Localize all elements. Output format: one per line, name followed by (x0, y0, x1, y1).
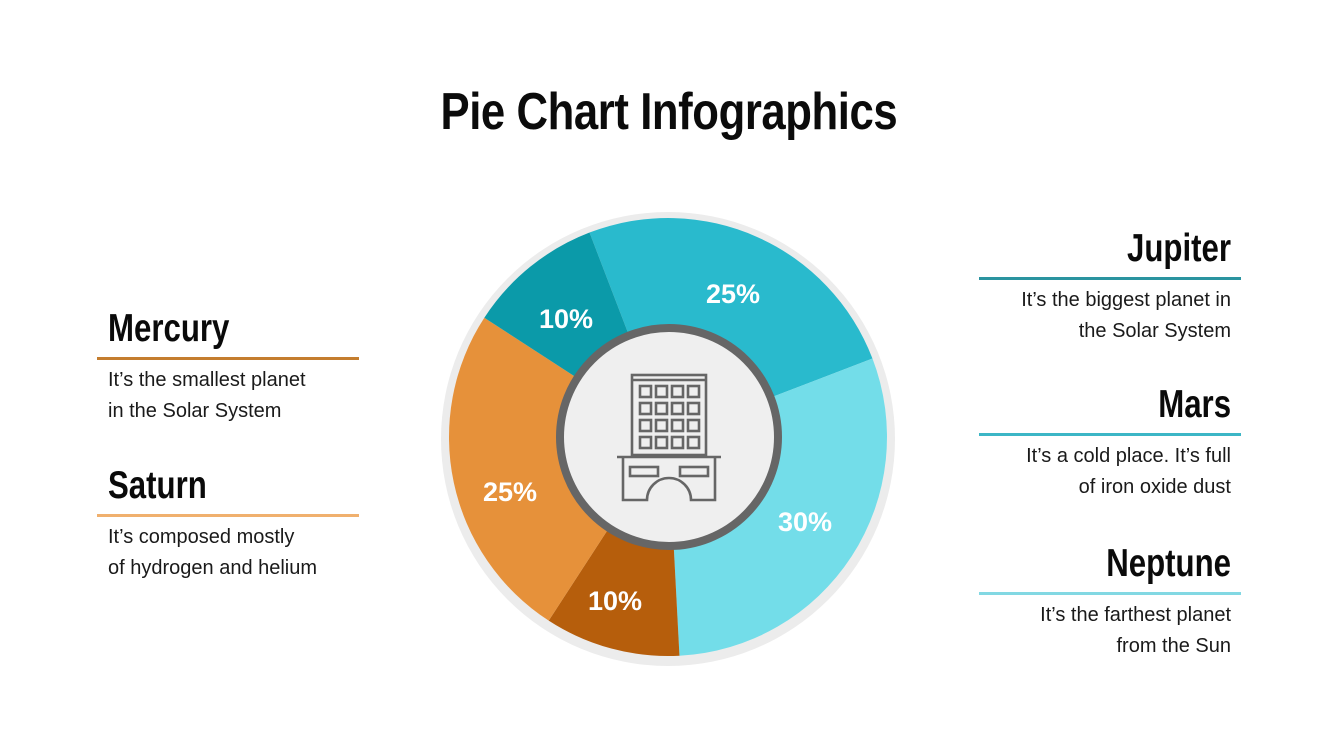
description-line: It’s composed mostly (108, 526, 295, 548)
block-heading-text: Mars (1158, 383, 1231, 426)
description-line: It’s a cold place. It’s full (1026, 445, 1231, 467)
window-icon (638, 435, 653, 450)
description-line: from the Sun (1116, 635, 1231, 657)
page-title-text: Pie Chart Infographics (440, 83, 898, 141)
block-description: It’s the biggest planet in the Solar Sys… (979, 285, 1241, 347)
window-icon (654, 435, 669, 450)
block-divider (979, 277, 1241, 280)
description-line: the Solar System (1078, 320, 1231, 342)
info-block-mercury: Mercury It’s the smallest planet in the … (97, 307, 359, 427)
description-line: It’s the biggest planet in (1021, 289, 1231, 311)
slice-percent-label: 30% (778, 507, 832, 537)
window-icon (686, 435, 701, 450)
window-icon (638, 418, 653, 433)
slice-percent-label: 10% (588, 586, 642, 616)
slice-percent-label: 25% (483, 477, 537, 507)
block-description: It’s a cold place. It’s full of iron oxi… (979, 441, 1241, 503)
block-divider (97, 514, 359, 517)
block-heading: Mercury (97, 307, 359, 351)
window-icon (670, 435, 685, 450)
description-line: of hydrogen and helium (108, 557, 318, 579)
pie-center-circle (556, 324, 782, 550)
block-heading-text: Jupiter (1126, 227, 1231, 270)
pie-labels: 25% 30% 10% 25% 10% (483, 279, 832, 616)
slice-percent-label: 10% (539, 304, 593, 334)
block-heading: Saturn (97, 464, 359, 508)
description-line: It’s the farthest planet (1040, 604, 1231, 626)
window-icon (654, 401, 669, 416)
block-description: It’s the farthest planet from the Sun (979, 600, 1241, 662)
window-icon (654, 418, 669, 433)
window-icon (670, 418, 685, 433)
window-icon (638, 401, 653, 416)
window-icon (670, 401, 685, 416)
slice-percent-label: 25% (706, 279, 760, 309)
window-icon (654, 384, 669, 399)
block-heading: Jupiter (979, 227, 1241, 271)
block-heading-text: Saturn (108, 464, 207, 507)
pie-slice (448, 317, 668, 621)
block-heading-text: Neptune (1106, 542, 1231, 585)
window-icon (686, 384, 701, 399)
description-line: It’s the smallest planet (108, 369, 306, 391)
block-description: It’s the smallest planet in the Solar Sy… (97, 365, 359, 427)
block-heading-text: Mercury (108, 307, 230, 350)
block-heading: Mars (979, 383, 1241, 427)
block-divider (979, 592, 1241, 595)
info-block-jupiter: Jupiter It’s the biggest planet in the S… (979, 227, 1241, 347)
window-icon (638, 384, 653, 399)
block-description: It’s composed mostly of hydrogen and hel… (97, 522, 359, 584)
window-icon (686, 418, 701, 433)
page-title: Pie Chart Infographics (0, 82, 1338, 142)
info-block-saturn: Saturn It’s composed mostly of hydrogen … (97, 464, 359, 584)
block-heading: Neptune (979, 542, 1241, 586)
description-line: in the Solar System (108, 400, 282, 422)
description-line: of iron oxide dust (1078, 476, 1231, 498)
block-divider (979, 433, 1241, 436)
block-divider (97, 357, 359, 360)
building-icon (617, 373, 721, 502)
window-icon (686, 401, 701, 416)
info-block-neptune: Neptune It’s the farthest planet from th… (979, 542, 1241, 662)
info-block-mars: Mars It’s a cold place. It’s full of iro… (979, 383, 1241, 503)
window-icon (670, 384, 685, 399)
